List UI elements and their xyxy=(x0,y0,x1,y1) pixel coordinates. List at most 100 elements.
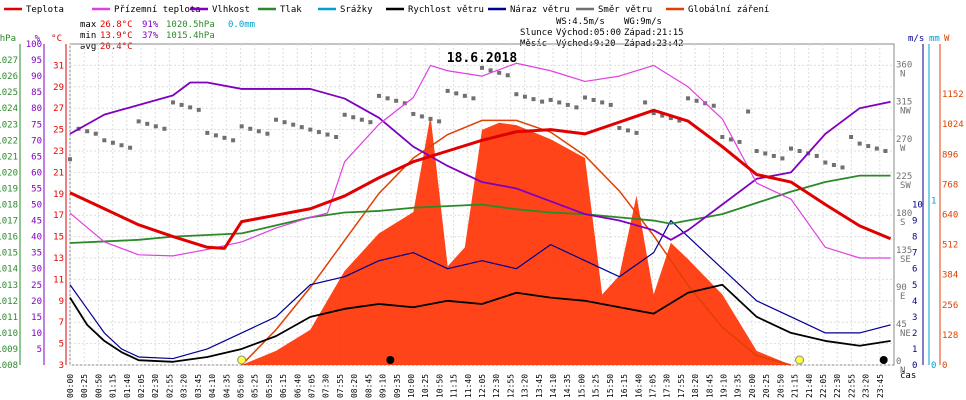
axis-time-tick: 13:20 xyxy=(521,374,530,398)
wind-direction-point xyxy=(162,126,167,131)
wind-direction-point xyxy=(797,149,802,153)
wind-direction-point xyxy=(231,138,236,143)
wind-direction-point xyxy=(368,120,373,125)
axis-time-tick: 04:10 xyxy=(208,374,217,398)
axis-time-tick: 09:10 xyxy=(379,374,388,398)
wind-direction-point xyxy=(342,112,347,117)
axis-humidity-tick: 30 xyxy=(31,265,42,275)
axis-temperature-tick: 29 xyxy=(53,83,64,93)
axis-time-tick: 01:40 xyxy=(123,374,132,398)
axis-temperature-tick: 3 xyxy=(59,361,64,371)
wind-direction-point xyxy=(866,144,871,149)
wind-direction-point xyxy=(583,95,587,100)
axis-temperature-tick: 5 xyxy=(59,340,64,350)
axis-direction-label: S xyxy=(900,218,905,228)
wind-direction-point xyxy=(540,99,545,104)
wind-direction-point xyxy=(488,68,493,73)
axis-time-tick: 05:50 xyxy=(265,374,274,398)
stats-rain: 0.0mm xyxy=(228,20,255,30)
axis-time-tick: 11:15 xyxy=(450,374,459,398)
sun-set: Západ:21:15 xyxy=(624,28,684,38)
axis-time-tick: 00:00 xyxy=(66,374,75,398)
axis-pressure-tick: 1011 xyxy=(0,313,18,323)
axis-temperature-tick: 15 xyxy=(53,233,64,243)
legend-label: Tlak xyxy=(280,5,302,15)
axis-pressure-tick: 1020 xyxy=(0,168,18,178)
wind-direction-point xyxy=(634,130,639,135)
wind-direction-point xyxy=(213,133,218,138)
axis-wind-tick: 2 xyxy=(912,329,917,339)
series-pressure xyxy=(69,174,891,244)
axis-temperature-tick: 11 xyxy=(53,275,64,285)
stats-humidity: 37% xyxy=(142,31,159,41)
axis-temperature-tick: 7 xyxy=(59,318,64,328)
axis-pressure-tick: 1024 xyxy=(0,104,18,114)
axis-pressure-tick: 1018 xyxy=(0,201,18,211)
axis-direction-tick: 45 xyxy=(896,320,907,330)
wind-direction-point xyxy=(686,96,690,101)
axis-pressure-tick: 1015 xyxy=(0,249,18,259)
axis-wind-unit: m/s xyxy=(908,34,924,44)
wind-direction-point xyxy=(840,165,845,170)
axis-time-tick: 09:35 xyxy=(393,374,402,398)
axes: hPa1008100910101011101210131014101510161… xyxy=(0,34,964,398)
axis-humidity-tick: 20 xyxy=(31,297,42,307)
axis-direction-label: N xyxy=(900,366,905,376)
axis-pressure-tick: 1013 xyxy=(0,281,18,291)
axis-time-tick: 02:55 xyxy=(165,374,174,398)
wind-direction-point xyxy=(883,149,888,153)
axis-time-tick: 10:00 xyxy=(407,374,416,398)
axis-time-tick: 17:30 xyxy=(663,374,672,398)
wind-gust-info: WG:9m/s xyxy=(624,17,662,27)
axis-wind-tick: 5 xyxy=(912,281,917,291)
axis-pressure-tick: 1010 xyxy=(0,329,18,339)
axis-time-tick: 10:50 xyxy=(435,374,444,398)
wind-speed-info: WS:4.5m/s xyxy=(556,17,605,27)
axis-pressure-unit: hPa xyxy=(0,34,16,44)
stats-temp: 20.4°C xyxy=(100,42,133,52)
axis-temperature-tick: 9 xyxy=(59,297,64,307)
axis-direction-tick: 315 xyxy=(896,98,912,108)
wind-direction-point xyxy=(565,102,570,107)
axis-direction-label: NE xyxy=(900,329,911,339)
wind-direction-point xyxy=(608,102,613,107)
axis-rain-tick: 1 xyxy=(931,196,936,206)
wind-direction-point xyxy=(394,98,399,103)
wind-direction-point xyxy=(179,102,184,107)
axis-time-tick: 23:20 xyxy=(862,374,871,398)
axis-wind-tick: 8 xyxy=(912,233,917,243)
axis-direction-label: E xyxy=(900,292,905,302)
axis-time-tick: 00:50 xyxy=(94,374,103,398)
wind-direction-point xyxy=(763,151,768,156)
wind-direction-point xyxy=(402,101,407,106)
axis-time-tick: 00:25 xyxy=(80,374,89,398)
plot-area xyxy=(68,62,892,366)
wind-direction-point xyxy=(359,117,364,122)
axis-direction-tick: 360 xyxy=(896,61,912,71)
wind-direction-point xyxy=(874,146,879,151)
wind-direction-point xyxy=(651,111,656,116)
axis-time-tick: 18:20 xyxy=(691,374,700,398)
stats-label: min xyxy=(80,31,96,41)
wind-direction-point xyxy=(514,92,519,97)
stats-pressure: 1015.4hPa xyxy=(166,31,215,41)
axis-time-tick: 02:30 xyxy=(151,374,160,398)
axis-time-tick: 03:20 xyxy=(180,374,189,398)
moonset-marker xyxy=(879,356,888,364)
wind-direction-point xyxy=(591,97,596,102)
wind-direction-point xyxy=(222,135,227,140)
wind-direction-point xyxy=(299,125,304,130)
axis-time-tick: 08:20 xyxy=(350,374,359,398)
axis-time-tick: 22:05 xyxy=(819,374,828,398)
wind-direction-point xyxy=(531,97,536,102)
axis-time-tick: 17:55 xyxy=(677,374,686,398)
wind-direction-point xyxy=(153,124,158,129)
axis-pressure-tick: 1027 xyxy=(0,56,18,66)
axis-time-tick: 19:10 xyxy=(720,374,729,398)
legend-label: Teplota xyxy=(26,5,64,15)
axis-radiation-unit: W xyxy=(944,34,950,44)
wind-direction-point xyxy=(462,93,467,98)
axis-time-tick: 12:55 xyxy=(506,374,515,398)
